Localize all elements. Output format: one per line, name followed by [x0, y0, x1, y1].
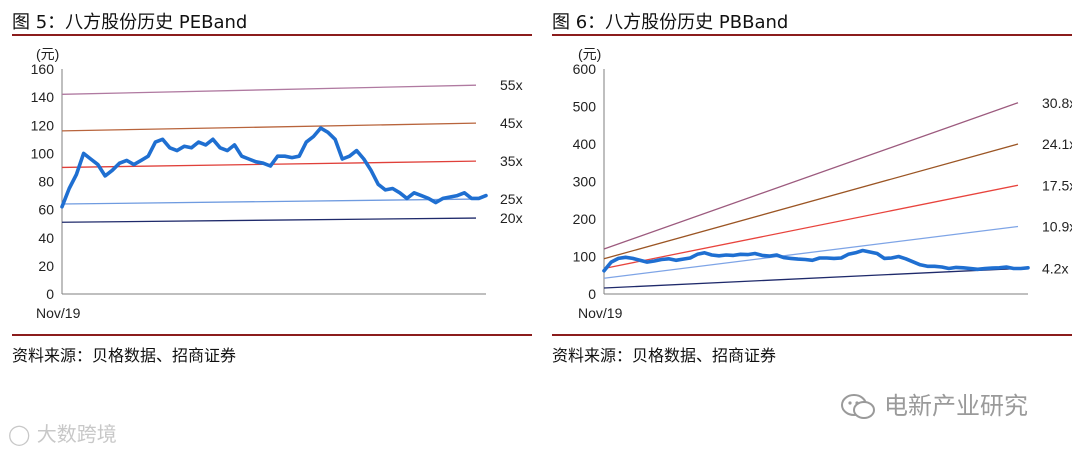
y-tick-label: 60: [38, 202, 54, 218]
x-tick-label: Nov/19: [36, 305, 81, 321]
y-tick-label: 600: [573, 61, 597, 77]
y-tick-label: 120: [31, 117, 55, 133]
chart-panel-pe: 图 5：八方股份历史 PEBand (元) 0 20 40 60 80 100 120 140 1…: [12, 0, 532, 380]
band-line-10.9x: [603, 225, 1019, 279]
y-tick-label: 100: [31, 145, 55, 161]
chart-panel-pb: 图 6：八方股份历史 PBBand (元) 0 100 200 300 400 500 600…: [552, 0, 1072, 380]
y-tick-label: 400: [573, 136, 597, 152]
watermark-brand: ◯ 大数跨境: [8, 418, 117, 447]
source-divider: [12, 334, 532, 336]
source-divider: [552, 334, 1072, 336]
band-label: 35x: [500, 153, 523, 169]
figure-title: 图 6：八方股份历史 PBBand: [552, 12, 789, 33]
y-tick-label: 140: [31, 89, 55, 105]
source-note: 资料来源：贝格数据、招商证券: [552, 346, 777, 365]
band-label: 17.5x: [1042, 177, 1072, 193]
band-line-55x: [61, 84, 477, 95]
y-tick-label: 0: [46, 286, 54, 302]
band-label: 4.2x: [1042, 261, 1068, 277]
band-label: 10.9x: [1042, 219, 1072, 235]
y-tick-label: 160: [31, 61, 55, 77]
band-line-4.2x: [603, 267, 1019, 289]
y-tick-label: 20: [38, 258, 54, 274]
brand-logo-icon: ◯: [8, 422, 31, 446]
band-line-24.1x: [603, 143, 1019, 260]
wechat-icon: [841, 394, 875, 419]
y-tick-label: 80: [38, 174, 54, 190]
price-line: [602, 248, 1030, 273]
source-note: 资料来源：贝格数据、招商证券: [12, 346, 237, 365]
watermark-account-text: 电新产业研究: [884, 392, 1028, 420]
y-tick-label: 500: [573, 99, 597, 115]
pe-band-chart: (元) 0 20 40 60 80 100 120 140 160 Nov/19 55x 45x 35x 2…: [31, 46, 523, 321]
x-tick-label: Nov/19: [578, 305, 623, 321]
y-axis-unit: (元): [578, 46, 601, 62]
y-tick-label: 300: [573, 174, 597, 190]
watermark-account: 电新产业研究: [840, 386, 1028, 421]
watermark-brand-text: 大数跨境: [36, 422, 117, 446]
band-line-20x: [61, 217, 477, 223]
band-line-45x: [61, 122, 477, 132]
band-line-25x: [61, 198, 477, 205]
band-label: 25x: [500, 191, 523, 207]
band-label: 45x: [500, 115, 523, 131]
y-tick-label: 0: [588, 286, 596, 302]
band-label: 55x: [500, 77, 523, 93]
y-tick-label: 100: [573, 249, 597, 265]
pb-band-chart: (元) 0 100 200 300 400 500 600 Nov/19 30.8x 24.1x 17…: [573, 46, 1072, 321]
band-line-30.8x: [603, 102, 1019, 250]
band-label: 24.1x: [1042, 136, 1072, 152]
y-tick-label: 40: [38, 230, 54, 246]
band-line-17.5x: [603, 184, 1019, 270]
price-line: [60, 126, 488, 209]
band-label: 30.8x: [1042, 95, 1072, 111]
title-divider: [12, 34, 532, 36]
figure-title: 图 5：八方股份历史 PEBand: [12, 12, 248, 33]
title-divider: [552, 34, 1072, 36]
y-axis-unit: (元): [36, 46, 59, 62]
band-label: 20x: [500, 210, 523, 226]
y-tick-label: 200: [573, 211, 597, 227]
